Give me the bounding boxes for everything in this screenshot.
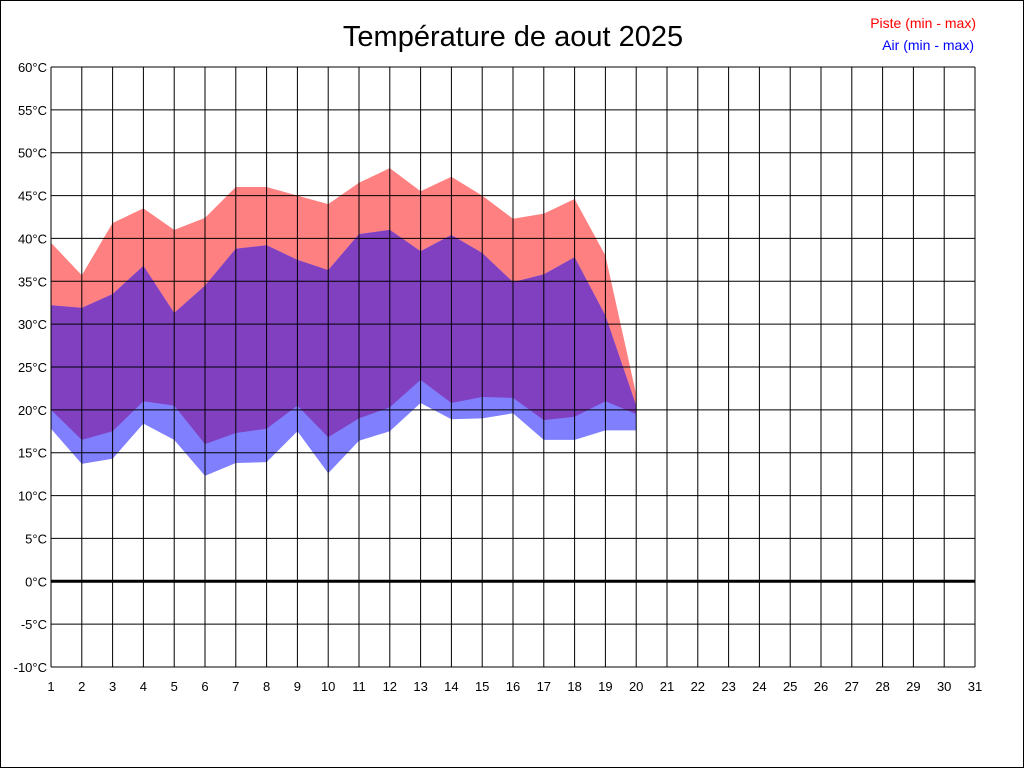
y-tick-label: 60°C (18, 60, 47, 75)
x-tick-label: 29 (906, 679, 920, 694)
legend-piste: Piste (min - max) (870, 15, 976, 31)
y-tick-label: 55°C (18, 103, 47, 118)
y-tick-label: 35°C (18, 274, 47, 289)
y-tick-label: 15°C (18, 446, 47, 461)
x-tick-label: 16 (506, 679, 520, 694)
y-tick-label: -10°C (14, 660, 47, 675)
plot-area: -10°C -5°C 0°C 5°C 10°C 15°C 20°C 25°C 30°C 35°C 4… (14, 60, 983, 694)
x-tick-label: 11 (352, 679, 366, 694)
x-tick-label: 20 (629, 679, 643, 694)
x-tick-label: 7 (232, 679, 239, 694)
x-tick-label: 3 (109, 679, 116, 694)
x-tick-label: 24 (752, 679, 766, 694)
x-tick-label: 6 (201, 679, 208, 694)
y-tick-label: 50°C (18, 146, 47, 161)
x-tick-label: 23 (721, 679, 735, 694)
y-tick-label: 40°C (18, 231, 47, 246)
chart-title: Température de aout 2025 (343, 21, 683, 53)
x-tick-label: 2 (78, 679, 85, 694)
x-tick-label: 21 (660, 679, 674, 694)
x-tick-label: 31 (968, 679, 982, 694)
x-tick-label: 15 (475, 679, 489, 694)
x-tick-label: 12 (383, 679, 397, 694)
x-tick-label: 28 (875, 679, 889, 694)
y-tick-label: 30°C (18, 317, 47, 332)
y-tick-label: 0°C (25, 574, 47, 589)
x-tick-label: 26 (814, 679, 828, 694)
x-tick-label: 30 (937, 679, 951, 694)
y-tick-label: -5°C (21, 617, 47, 632)
x-tick-label: 1 (47, 679, 54, 694)
x-tick-label: 22 (691, 679, 705, 694)
y-tick-label: 5°C (25, 531, 47, 546)
y-tick-label: 10°C (18, 489, 47, 504)
x-tick-label: 5 (171, 679, 178, 694)
legend-air: Air (min - max) (882, 37, 974, 53)
y-tick-label: 20°C (18, 403, 47, 418)
x-tick-label: 8 (263, 679, 270, 694)
x-tick-label: 27 (845, 679, 859, 694)
x-tick-label: 9 (294, 679, 301, 694)
x-tick-label: 4 (140, 679, 147, 694)
x-tick-label: 25 (783, 679, 797, 694)
x-tick-label: 18 (567, 679, 581, 694)
y-tick-label: 25°C (18, 360, 47, 375)
x-tick-label: 17 (537, 679, 551, 694)
x-tick-label: 13 (413, 679, 427, 694)
y-tick-label: 45°C (18, 189, 47, 204)
x-tick-label: 10 (321, 679, 335, 694)
x-tick-label: 14 (444, 679, 458, 694)
x-tick-label: 19 (598, 679, 612, 694)
